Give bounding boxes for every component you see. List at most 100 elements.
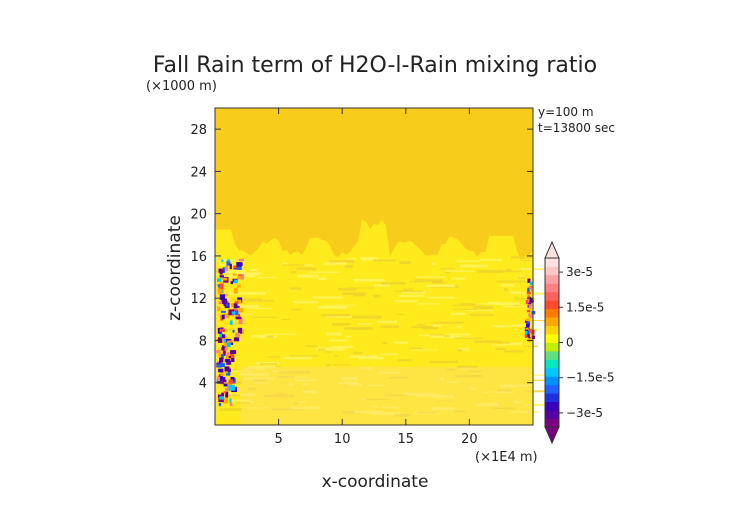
colorbar-segment: [545, 325, 559, 335]
streak-cell: [529, 313, 533, 319]
annotation-t: t=13800 sec: [538, 121, 615, 135]
streak: [325, 351, 333, 353]
streak: [289, 355, 319, 357]
streak-cell: [233, 265, 239, 269]
streak: [479, 258, 502, 261]
streak: [520, 268, 545, 271]
streak: [403, 288, 413, 291]
streak: [321, 314, 350, 317]
streak: [264, 333, 295, 335]
colorbar-segment: [545, 258, 559, 267]
streak: [227, 393, 256, 396]
streak: [358, 356, 384, 360]
streak-cell: [527, 278, 531, 283]
streak-cell: [223, 293, 228, 297]
streak: [402, 291, 426, 294]
streak: [222, 292, 242, 295]
streak-cell: [219, 376, 226, 382]
streak: [453, 308, 478, 310]
streak: [278, 370, 310, 374]
streak: [220, 394, 241, 397]
streak: [360, 256, 376, 260]
x-units-label: (×1E4 m): [475, 450, 538, 465]
streak: [247, 365, 276, 369]
streak: [456, 365, 479, 369]
streak: [453, 410, 466, 413]
y-tick-label: 28: [190, 123, 207, 138]
streak: [431, 407, 456, 411]
streak-cell: [526, 291, 531, 295]
streak-cell: [219, 328, 226, 332]
streak: [238, 291, 266, 295]
streak: [239, 372, 270, 376]
streak: [451, 312, 466, 316]
streak-cell: [220, 315, 224, 321]
colorbar-segment: [545, 410, 559, 419]
streak: [456, 325, 462, 328]
streak-cell: [221, 259, 224, 262]
streak: [459, 303, 484, 306]
streak-cell: [224, 370, 228, 374]
y-axis-ticks: 4 8 12 16 20 24 28: [190, 123, 533, 392]
streak-cell: [525, 327, 529, 330]
streak-cell: [227, 259, 231, 262]
streak-cell: [225, 391, 229, 398]
streak: [419, 346, 425, 348]
streak: [502, 305, 532, 308]
streak-cell: [235, 332, 241, 337]
streak: [496, 325, 505, 328]
streak: [342, 292, 357, 295]
streak: [247, 387, 257, 390]
colorbar-tick-label: −1.5e-5: [566, 371, 615, 385]
streak: [386, 394, 407, 396]
streak-cell: [220, 371, 224, 377]
streak-cell: [229, 263, 232, 269]
streak: [228, 304, 260, 308]
streak-cell: [217, 278, 222, 282]
streak: [282, 264, 306, 266]
streak: [519, 259, 534, 262]
streak: [524, 390, 555, 393]
streak: [451, 277, 466, 280]
streak: [297, 274, 319, 278]
streak: [500, 284, 515, 287]
streak: [318, 277, 327, 281]
x-axis-ticks: 5 10 15 20: [274, 108, 478, 447]
streak: [346, 364, 351, 366]
streak: [497, 389, 512, 392]
streak: [341, 411, 365, 414]
streak: [497, 341, 510, 344]
colorbar-tick-label: 1.5e-5: [566, 300, 604, 314]
streak: [332, 364, 348, 366]
streak: [510, 256, 532, 259]
streak-cell: [216, 378, 221, 384]
streak: [446, 333, 470, 336]
y-tick-label: 20: [190, 208, 207, 223]
streak-cell: [234, 279, 238, 284]
streak: [440, 267, 456, 270]
streak-cell: [221, 277, 228, 281]
streak: [341, 348, 347, 350]
streak: [487, 301, 500, 304]
streak: [329, 260, 354, 264]
streak-cell: [219, 396, 224, 400]
streak: [456, 260, 481, 263]
streak: [347, 287, 375, 289]
streak: [317, 306, 348, 309]
streak: [221, 269, 246, 273]
streak: [244, 368, 267, 370]
streak: [460, 264, 488, 268]
streak-cell: [216, 350, 221, 353]
streak: [411, 325, 434, 328]
streak: [519, 275, 525, 277]
y-axis-label: z-coordinate: [165, 215, 185, 321]
streak: [345, 258, 357, 260]
streak: [246, 308, 273, 309]
streak: [244, 377, 274, 380]
streak-cell: [527, 333, 530, 338]
streak-cell: [227, 340, 233, 344]
streak: [437, 400, 453, 402]
colorbar-segment: [545, 283, 559, 293]
streak: [425, 284, 455, 288]
streak: [368, 384, 385, 387]
